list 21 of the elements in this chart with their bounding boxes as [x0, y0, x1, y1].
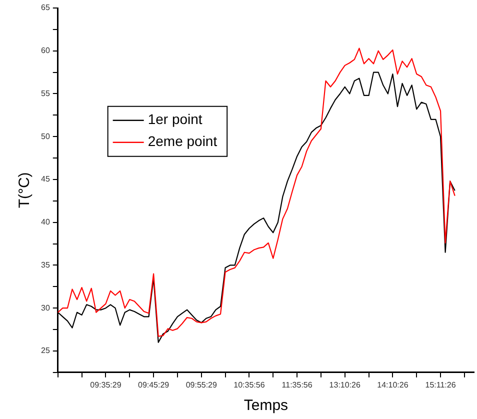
y-tick-label: 40: [40, 218, 50, 227]
y-tick-label: 65: [40, 3, 50, 12]
x-tick-label: 10:35:56: [234, 380, 266, 390]
x-tick-label: 09:55:29: [186, 380, 218, 390]
y-tick-label: 60: [40, 46, 50, 56]
y-tick-label: 35: [40, 260, 50, 270]
y-tick-label: 25: [40, 346, 50, 356]
x-tick-label: 15:11:26: [425, 380, 456, 390]
x-tick-label: 13:10:26: [329, 380, 361, 390]
x-tick-label: 09:45:29: [138, 380, 170, 390]
x-tick-label: 09:35:29: [90, 380, 122, 390]
x-tick-label: 11:35:56: [282, 380, 313, 390]
y-tick-label: 45: [40, 174, 50, 184]
y-tick-label: 50: [40, 132, 50, 141]
x-tick-label: 14:10:26: [377, 380, 409, 390]
x-axis-title: Temps: [244, 397, 288, 414]
legend-label: 1er point: [148, 111, 202, 128]
y-tick-label: 30: [40, 303, 50, 312]
legend-label: 2eme point: [148, 133, 218, 150]
y-axis-title: T(°C): [16, 172, 34, 208]
y-tick-label: 55: [40, 88, 50, 98]
